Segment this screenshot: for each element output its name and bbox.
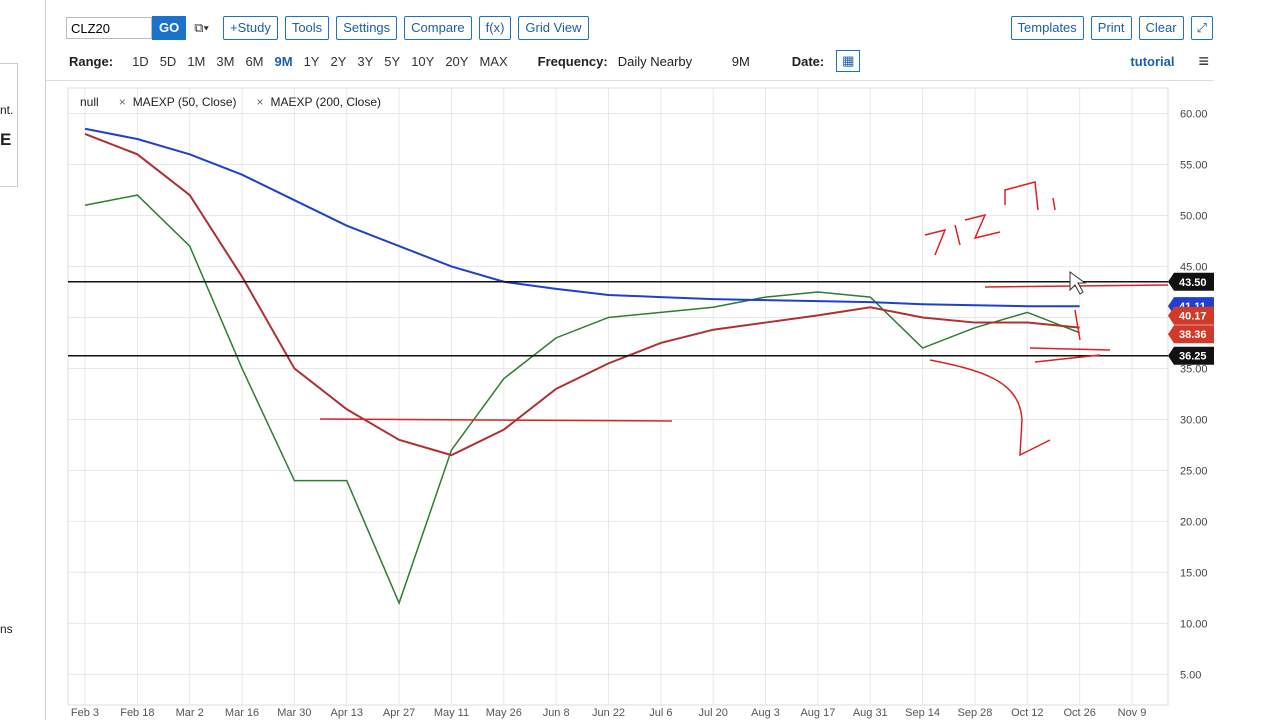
range-button[interactable]: 1M (187, 53, 206, 69)
x-tick-label: Oct 26 (1063, 707, 1095, 719)
price-tag-label: 40.17 (1179, 311, 1207, 323)
legend-remove: × (119, 95, 126, 109)
x-tick-label: May 26 (486, 707, 522, 719)
y-tick-label: 30.00 (1180, 414, 1208, 426)
cursor (1069, 271, 1087, 295)
x-tick-label: Oct 12 (1011, 707, 1043, 719)
price-tag-label: 38.36 (1179, 329, 1207, 341)
x-tick-label: Jul 6 (649, 707, 672, 719)
toolbar-button[interactable]: Tools (284, 16, 330, 40)
legend-entry: null (80, 95, 99, 109)
x-tick-label: Aug 17 (800, 707, 835, 719)
toolbar-button[interactable]: f(x) (478, 16, 512, 40)
range-label: Range: (69, 53, 114, 69)
x-tick-label: Nov 9 (1118, 707, 1147, 719)
y-tick-label: 45.00 (1180, 261, 1208, 273)
toolbar: CLZ20 GO ⧉▾ +Study Tools Settings Compare f(… (60, 15, 1213, 41)
annotation (924, 181, 1056, 256)
side-text: E (0, 130, 12, 149)
x-tick-label: Mar 16 (225, 707, 259, 719)
side-box (0, 63, 18, 187)
y-tick-label: 35.00 (1180, 363, 1208, 375)
range-button[interactable]: 1Y (303, 53, 320, 69)
divider (46, 80, 1213, 81)
chart-type-icon[interactable]: ⧉▾ (194, 20, 209, 35)
range-button[interactable]: 20Y (445, 53, 469, 69)
range-button[interactable]: 9M (274, 53, 293, 69)
range-button[interactable]: 2Y (330, 53, 347, 69)
y-tick-label: 15.00 (1180, 567, 1208, 579)
y-tick-label: 60.00 (1180, 108, 1208, 120)
range-bar: Range: 1D 5D 1M 3M 6M 9M 1Y 2Y 3Y 5Y 10Y 20Y MAX Frequ… (69, 50, 1209, 72)
x-tick-label: Sep 14 (905, 707, 940, 719)
range-button[interactable]: 3M (216, 53, 235, 69)
range-button[interactable]: 3Y (357, 53, 374, 69)
range-button[interactable]: MAX (479, 53, 508, 69)
period-select[interactable]: 9M (731, 53, 750, 69)
price-tag-label: 43.50 (1179, 277, 1207, 289)
legend-entry: MAEXP (50, Close) (133, 95, 237, 109)
tutorial-link[interactable]: tutorial (1130, 53, 1175, 69)
toolbar-button[interactable]: Grid View (518, 16, 589, 40)
range-button[interactable]: 5Y (384, 53, 401, 69)
y-tick-label: 50.00 (1180, 210, 1208, 222)
x-tick-label: Mar 30 (277, 707, 311, 719)
legend-remove: × (257, 95, 264, 109)
price-tag (1168, 325, 1214, 344)
date-picker[interactable]: ▦ (836, 50, 861, 72)
x-tick-label: Feb 3 (71, 707, 99, 719)
frequency-select[interactable]: Daily Nearby (617, 53, 693, 69)
x-tick-label: Apr 27 (383, 707, 415, 719)
x-tick-label: Jun 22 (592, 707, 625, 719)
toolbar-button[interactable]: Settings (336, 16, 398, 40)
price-tag-label: 36.25 (1179, 351, 1207, 363)
y-tick-label: 5.00 (1180, 669, 1201, 681)
legend-entry: MAEXP (200, Close) (271, 95, 382, 109)
range-button[interactable]: 6M (245, 53, 264, 69)
menu-icon[interactable]: ≡ (1198, 50, 1209, 71)
annotation (319, 418, 673, 422)
toolbar-button[interactable]: +Study (222, 16, 278, 40)
range-button[interactable]: 1D (132, 53, 149, 69)
y-tick-label: 25.00 (1180, 465, 1208, 477)
side-panel: nt. E ns (0, 0, 46, 720)
series-line (84, 132, 1080, 457)
price-tag (1168, 272, 1214, 291)
side-text: nt. (0, 103, 14, 117)
x-tick-label: Sep 28 (958, 707, 993, 719)
toolbar-button[interactable]: Templates (1010, 16, 1084, 40)
x-tick-label: Jul 20 (699, 707, 728, 719)
plot-area (67, 87, 1169, 706)
x-tick-label: Feb 18 (120, 707, 154, 719)
series-line (84, 127, 1080, 308)
price-tag (1168, 306, 1214, 325)
date-label: Date: (791, 53, 825, 69)
x-tick-label: May 11 (434, 707, 469, 719)
range-button[interactable]: 5D (159, 53, 177, 69)
toolbar-button[interactable]: Compare (404, 16, 472, 40)
x-tick-label: Jun 8 (543, 707, 570, 719)
x-tick-label: Mar 2 (176, 707, 204, 719)
toolbar-button[interactable]: Clear (1138, 16, 1184, 40)
frequency-label: Frequency: (537, 53, 608, 69)
x-tick-label: Aug 31 (853, 707, 888, 719)
y-tick-label: 10.00 (1180, 618, 1208, 630)
series-line (84, 194, 1080, 606)
y-tick-label: 55.00 (1180, 159, 1208, 171)
go-button[interactable]: GO (152, 16, 187, 40)
x-tick-label: Apr 13 (331, 707, 363, 719)
side-text: ns (0, 622, 13, 636)
symbol-input[interactable]: CLZ20 (66, 17, 152, 39)
y-tick-label: 20.00 (1180, 516, 1208, 528)
x-tick-label: Aug 3 (751, 707, 780, 719)
toolbar-button[interactable]: Print (1090, 16, 1132, 40)
price-tag (1168, 346, 1214, 365)
expand-button[interactable]: ⤢ (1190, 16, 1213, 40)
range-button[interactable]: 10Y (411, 53, 435, 69)
